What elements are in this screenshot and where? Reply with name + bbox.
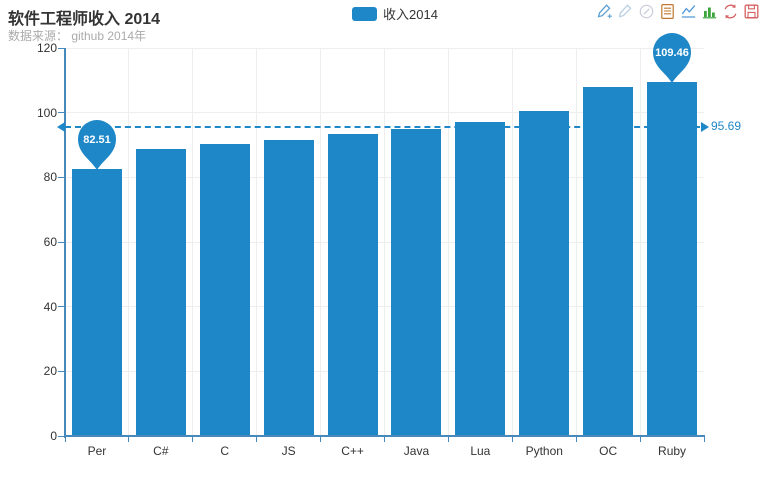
y-axis-label: 100 xyxy=(36,105,57,120)
y-axis-label: 40 xyxy=(43,299,57,314)
chart-title: 软件工程师收入 2014 xyxy=(8,11,161,28)
bar-JS[interactable] xyxy=(263,140,314,435)
legend-marker-icon xyxy=(352,6,377,21)
bar-C[interactable] xyxy=(199,144,250,435)
legend-item-label: 收入2014 xyxy=(383,7,438,22)
x-axis-tick xyxy=(128,437,130,442)
x-axis-label-C: C xyxy=(220,444,230,458)
x-axis-label-JS: JS xyxy=(281,444,296,458)
x-axis-line xyxy=(63,435,705,437)
x-axis-tick xyxy=(575,437,577,442)
line-chart-icon[interactable] xyxy=(680,3,697,20)
y-axis-label: 0 xyxy=(50,429,57,443)
mark-clear-icon[interactable] xyxy=(638,3,655,20)
y-axis-tick xyxy=(58,370,64,372)
markpoint-max-label: 109.46 xyxy=(655,47,689,59)
bar-Java[interactable] xyxy=(391,128,442,435)
restore-icon[interactable] xyxy=(722,3,739,20)
y-axis-label: 120 xyxy=(36,41,57,55)
bar-Python[interactable] xyxy=(519,111,570,435)
x-axis-tick xyxy=(64,437,66,442)
toolbox xyxy=(596,3,760,20)
x-gridline xyxy=(192,48,194,436)
x-axis-label-C++: C++ xyxy=(341,444,364,458)
legend: 收入2014 xyxy=(352,4,438,23)
bar-Ruby[interactable] xyxy=(647,82,698,435)
x-gridline xyxy=(511,48,513,436)
y-axis-tick xyxy=(58,176,64,178)
x-axis-label-Python: Python xyxy=(525,444,563,458)
x-gridline xyxy=(447,48,449,436)
bar-Lua[interactable] xyxy=(455,121,506,435)
markline-end-arrow-icon xyxy=(701,121,709,132)
x-axis-tick xyxy=(320,437,322,442)
x-axis-tick xyxy=(703,437,705,442)
y-axis-tick xyxy=(58,435,64,437)
x-axis-tick xyxy=(384,437,385,442)
markline-start-arrow-icon xyxy=(57,121,65,132)
markline-average-label: 95.69 xyxy=(711,118,742,133)
legend-item-income2014[interactable]: 收入2014 xyxy=(352,4,438,23)
x-gridline xyxy=(575,48,577,436)
markpoint-max-pin: 109.46 xyxy=(653,33,692,84)
bar-chart-icon[interactable] xyxy=(701,3,718,20)
x-axis-label-Per: Per xyxy=(87,444,107,458)
data-view-icon[interactable] xyxy=(659,3,676,20)
mark-add-icon[interactable] xyxy=(596,3,613,20)
save-image-icon[interactable] xyxy=(743,3,760,20)
bar-C#[interactable] xyxy=(135,148,186,435)
y-axis-line xyxy=(63,48,66,438)
x-axis-tick xyxy=(639,437,641,442)
x-axis-label-OC: OC xyxy=(599,444,618,458)
x-axis-tick xyxy=(511,437,513,442)
chart-subtitle: 数据来源： github 2014年 xyxy=(8,29,147,43)
x-gridline xyxy=(384,48,385,436)
x-gridline xyxy=(128,48,130,436)
y-axis-tick xyxy=(58,241,64,243)
x-axis-label-C#: C# xyxy=(153,444,169,458)
y-axis-label: 20 xyxy=(43,364,57,379)
x-axis-label-Java: Java xyxy=(403,444,430,458)
average-markline xyxy=(65,125,700,128)
y-axis-label: 80 xyxy=(43,170,57,185)
bar-C++[interactable] xyxy=(327,133,378,435)
bar-Per[interactable] xyxy=(71,169,122,435)
markpoint-min-pin: 82.51 xyxy=(77,120,116,171)
mark-undo-icon[interactable] xyxy=(617,3,634,20)
x-axis-tick xyxy=(447,437,449,442)
y-axis-tick xyxy=(58,306,64,308)
y-axis-tick xyxy=(58,112,64,114)
x-gridline xyxy=(320,48,322,436)
x-axis-tick xyxy=(256,437,258,442)
x-axis-label-Ruby: Ruby xyxy=(658,444,687,458)
y-axis-label: 60 xyxy=(43,235,57,249)
x-axis-label-Lua: Lua xyxy=(470,444,491,458)
x-gridline xyxy=(256,48,258,436)
y-axis-tick xyxy=(58,47,64,49)
x-gridline xyxy=(639,48,641,436)
markpoint-min-label: 82.51 xyxy=(83,134,111,146)
bar-OC[interactable] xyxy=(583,86,634,435)
x-axis-tick xyxy=(192,437,194,442)
